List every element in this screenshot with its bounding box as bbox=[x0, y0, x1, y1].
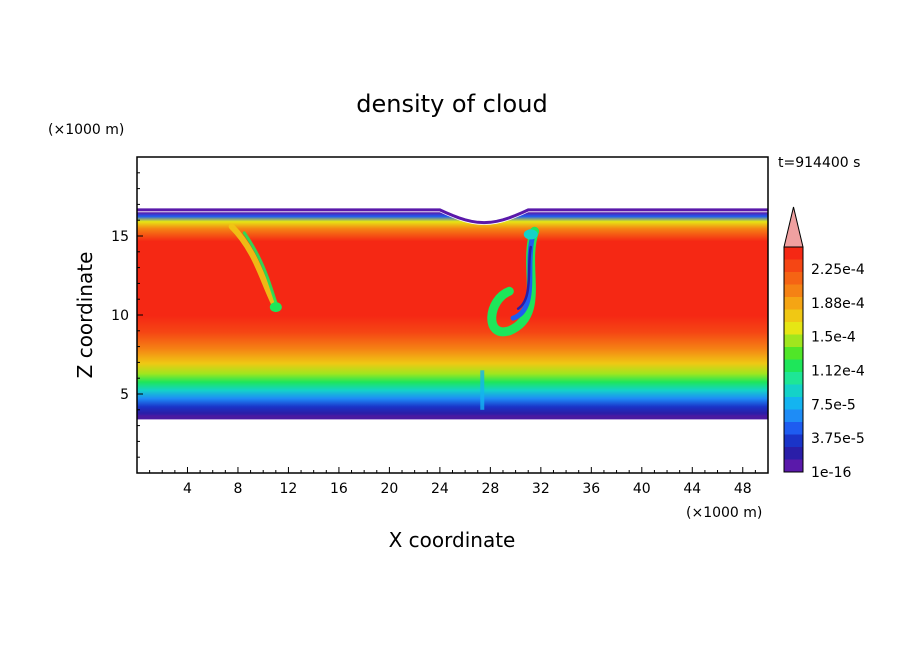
colorbar-level bbox=[784, 272, 803, 285]
colorbar-label: 1.5e-4 bbox=[811, 330, 856, 346]
colorbar-level bbox=[784, 322, 803, 335]
colorbar-label: 1.88e-4 bbox=[811, 296, 865, 312]
colorbar-level bbox=[784, 259, 803, 272]
colorbar-level bbox=[784, 409, 803, 422]
x-tick-label: 4 bbox=[183, 481, 192, 497]
y-axis-label: Z coordinate bbox=[73, 252, 97, 379]
left-eddy-inner bbox=[242, 231, 278, 304]
left-eddy-core bbox=[269, 302, 282, 313]
colorbar-level bbox=[784, 434, 803, 447]
colorbar-level bbox=[784, 334, 803, 347]
colorbar-level bbox=[784, 422, 803, 435]
y-axis: 5 10 15 bbox=[111, 172, 143, 458]
colorbar-label: 1.12e-4 bbox=[811, 364, 865, 380]
colorbar-level bbox=[784, 247, 803, 260]
x-tick-label: 24 bbox=[431, 481, 449, 497]
x-axis: 4 8 12 16 20 24 28 32 36 40 44 48 bbox=[149, 467, 756, 497]
colorbar-label: 3.75e-5 bbox=[811, 431, 865, 447]
colorbar-level bbox=[784, 284, 803, 297]
x-tick-label: 32 bbox=[532, 481, 550, 497]
time-label: t=914400 s bbox=[778, 155, 860, 171]
cloud-top-edge bbox=[137, 208, 768, 225]
x-tick-label: 12 bbox=[280, 481, 298, 497]
colorbar-level bbox=[784, 372, 803, 385]
x-axis-label: X coordinate bbox=[389, 528, 516, 552]
colorbar-label: 2.25e-4 bbox=[811, 262, 865, 278]
y-tick-label: 5 bbox=[120, 387, 129, 403]
colorbar-extend-arrow bbox=[783, 206, 804, 248]
left-eddy-outer bbox=[228, 223, 279, 311]
center-vortex-cap bbox=[523, 229, 538, 240]
x-tick-label: 28 bbox=[481, 481, 499, 497]
x-unit-label: (×1000 m) bbox=[686, 505, 762, 521]
x-tick-label: 48 bbox=[734, 481, 752, 497]
colorbar-level bbox=[784, 397, 803, 410]
x-tick-label: 44 bbox=[683, 481, 701, 497]
x-tick-label: 40 bbox=[633, 481, 651, 497]
cloud-density-field bbox=[137, 208, 768, 420]
x-tick-label: 16 bbox=[330, 481, 348, 497]
colorbar-level bbox=[784, 309, 803, 322]
chart-title: density of cloud bbox=[356, 90, 547, 118]
colorbar-label: 1e-16 bbox=[811, 465, 851, 481]
x-tick-label: 36 bbox=[582, 481, 600, 497]
y-tick-label: 10 bbox=[111, 308, 129, 324]
x-tick-label: 8 bbox=[233, 481, 242, 497]
y-unit-label: (×1000 m) bbox=[48, 122, 124, 138]
cloud-body bbox=[137, 212, 768, 420]
colorbar-level bbox=[784, 359, 803, 372]
cloud-base-edge bbox=[137, 415, 768, 420]
colorbar-level bbox=[784, 347, 803, 360]
y-tick-label: 15 bbox=[111, 229, 129, 245]
colorbar-level bbox=[784, 459, 803, 472]
x-tick-label: 20 bbox=[380, 481, 398, 497]
colorbar: 2.25e-4 1.88e-4 1.5e-4 1.12e-4 7.5e-5 3.75e-5… bbox=[783, 206, 865, 481]
colorbar-label: 7.5e-5 bbox=[811, 397, 856, 413]
colorbar-level bbox=[784, 447, 803, 460]
colorbar-level bbox=[784, 297, 803, 310]
colorbar-level bbox=[784, 384, 803, 397]
center-updraft-column bbox=[480, 370, 485, 410]
center-vortex-core bbox=[516, 245, 532, 310]
